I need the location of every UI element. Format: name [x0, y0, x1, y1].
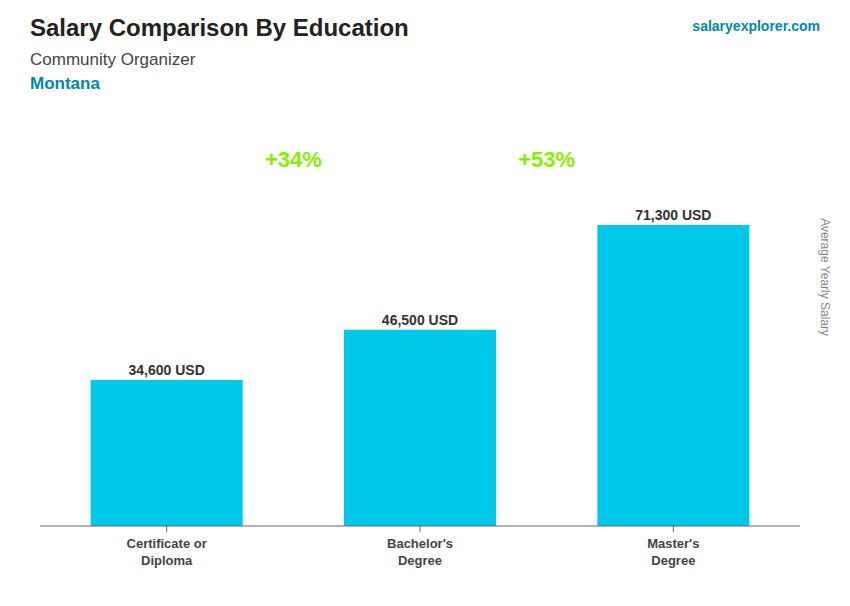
svg-text:Certificate orDiploma: Certificate orDiploma [127, 536, 207, 568]
html-text:Montana: Montana [30, 74, 100, 93]
svg-text:Average Yearly Salary: Average Yearly Salary [818, 218, 832, 336]
html-text:Community Organizer: Community Organizer [30, 50, 196, 69]
svg-text:34,600 USD: 34,600 USD [129, 362, 205, 378]
html-text:Salary Comparison By Education: Salary Comparison By Education [30, 14, 409, 41]
svg-text:+34%: +34% [265, 147, 322, 172]
svg-text:+53%: +53% [518, 147, 575, 172]
svg-text:71,300 USD: 71,300 USD [635, 207, 711, 223]
svg-text:Bachelor'sDegree: Bachelor'sDegree [387, 536, 453, 568]
html-text:salaryexplorer.com: salaryexplorer.com [692, 18, 820, 34]
svg-text:46,500 USD: 46,500 USD [382, 312, 458, 328]
svg-text:Master'sDegree: Master'sDegree [647, 536, 699, 568]
